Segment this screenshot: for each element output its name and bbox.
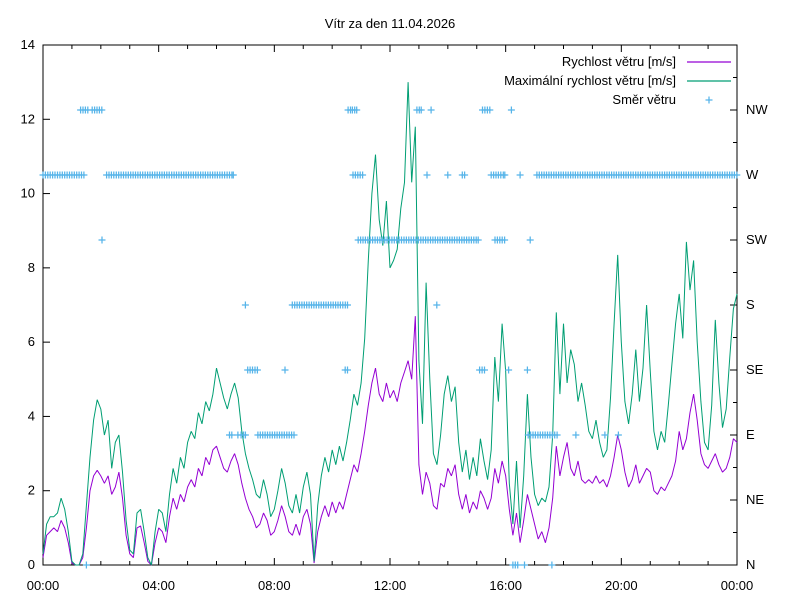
direction-label: NW	[746, 102, 768, 117]
x-tick-label: 12:00	[374, 578, 407, 593]
y-tick-label: 4	[28, 408, 35, 423]
legend-label: Rychlost větru [m/s]	[562, 54, 676, 69]
avg-wind-speed-line	[42, 316, 738, 566]
y-tick-label: 6	[28, 334, 35, 349]
direction-label: W	[746, 167, 759, 182]
x-tick-label: 16:00	[489, 578, 522, 593]
wind-direction-markers	[39, 106, 741, 569]
y-axis-left: 0 2 4 6 8 10 12 14	[21, 37, 50, 572]
legend: Rychlost větru [m/s] Maximální rychlost v…	[504, 54, 731, 107]
direction-label: SW	[746, 232, 768, 247]
y-tick-label: 12	[21, 111, 35, 126]
y-tick-label: 8	[28, 260, 35, 275]
legend-label: Maximální rychlost větru [m/s]	[504, 73, 676, 88]
x-tick-label: 08:00	[258, 578, 291, 593]
x-axis: 00:00 04:00 08:00 12:00 16:00 20:00 00:00	[27, 45, 754, 593]
legend-plus-sample	[705, 96, 713, 104]
legend-entry-0: Rychlost větru [m/s]	[562, 54, 731, 69]
x-tick-label: 00:00	[27, 578, 60, 593]
plot-border	[42, 44, 738, 566]
x-tick-label: 04:00	[142, 578, 175, 593]
direction-label: NE	[746, 492, 764, 507]
x-tick-label: 00:00	[721, 578, 754, 593]
direction-label: E	[746, 427, 755, 442]
y-axis-right: N NE E SE S SW W NW	[730, 77, 768, 572]
max-wind-speed-line	[42, 82, 738, 566]
direction-label: S	[746, 297, 755, 312]
y-tick-label: 2	[28, 483, 35, 498]
y-tick-label: 0	[28, 557, 35, 572]
legend-label: Směr větru	[612, 92, 676, 107]
chart-title: Vítr za den 11.04.2026	[324, 16, 456, 31]
legend-entry-1: Maximální rychlost větru [m/s]	[504, 73, 731, 88]
x-tick-label: 20:00	[605, 578, 638, 593]
legend-entry-2: Směr větru	[612, 92, 713, 107]
direction-label: N	[746, 557, 755, 572]
direction-label: SE	[746, 362, 764, 377]
y-tick-label: 10	[21, 186, 35, 201]
y-tick-label: 14	[21, 37, 35, 52]
